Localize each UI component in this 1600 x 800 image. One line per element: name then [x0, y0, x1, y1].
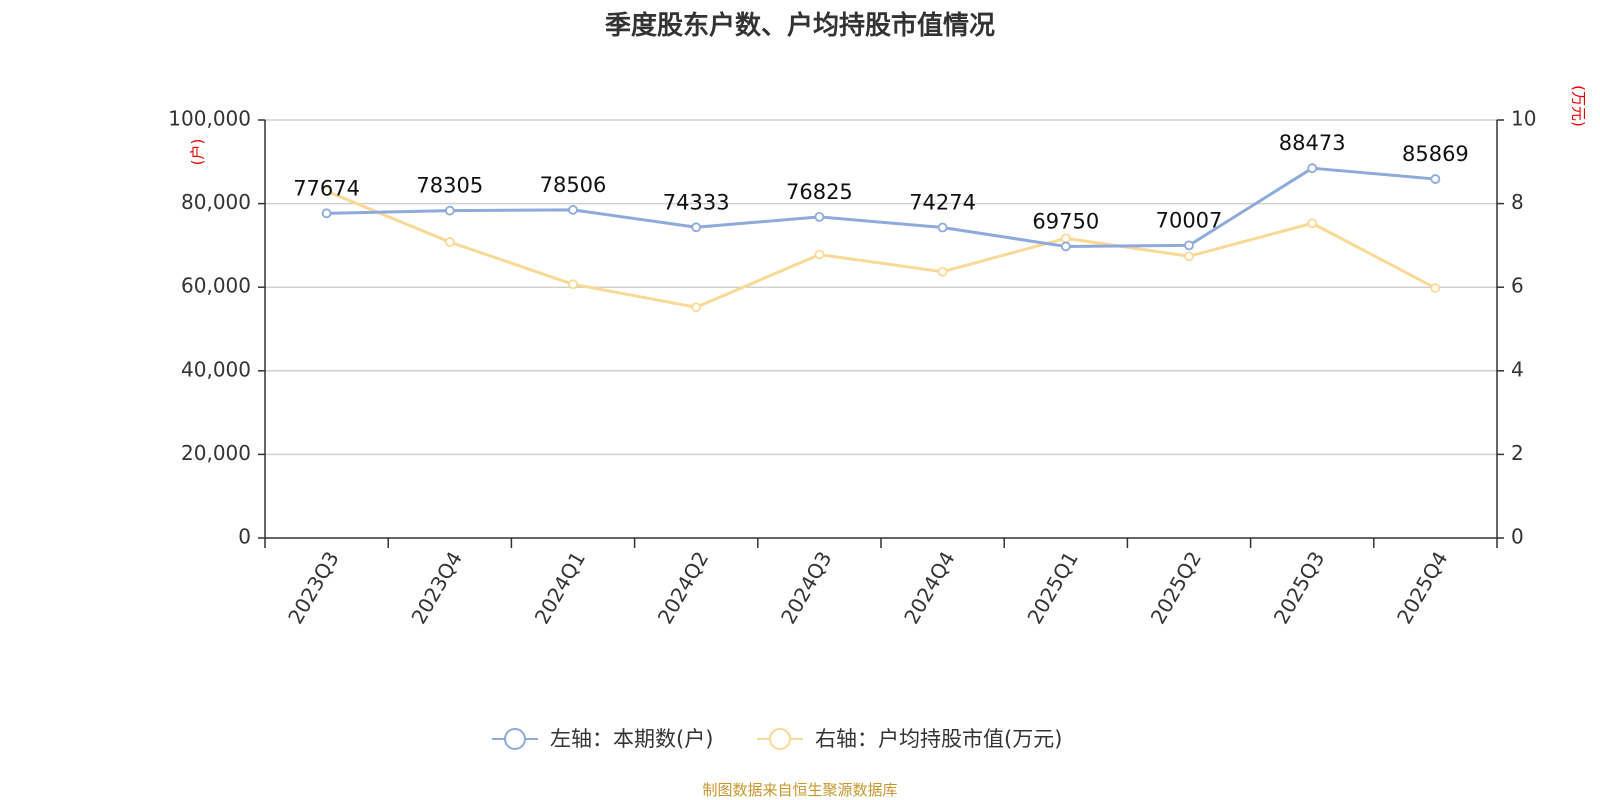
x-tick-label: 2025Q2: [1146, 547, 1206, 628]
series-point-right[interactable]: [321, 186, 332, 196]
series-point-left[interactable]: [321, 208, 332, 219]
chart-title: 季度股东户数、户均持股市值情况: [605, 10, 995, 41]
series-point-right[interactable]: [1307, 218, 1318, 229]
series-point-left[interactable]: [1307, 163, 1318, 174]
series-point-left[interactable]: [1184, 240, 1194, 251]
series-point-left[interactable]: [444, 205, 455, 216]
data-label: 76825: [786, 180, 853, 204]
left-tick-label: 40,000: [181, 357, 251, 381]
grid-lines: [265, 119, 1497, 456]
x-tick-label: 2023Q4: [406, 547, 466, 628]
legend-item-left[interactable]: 左轴：本期数(户): [492, 727, 713, 751]
series-line-left: [326, 166, 1436, 248]
right-tick-label: 4: [1511, 357, 1524, 381]
series-point-right[interactable]: [568, 279, 578, 290]
series-point-right[interactable]: [1060, 233, 1071, 244]
legend-label-left: 左轴：本期数(户): [550, 727, 713, 751]
legend-marker-right-icon: [769, 728, 791, 750]
x-tick-label: 2025Q4: [1392, 547, 1452, 628]
data-label: 78305: [416, 174, 483, 198]
right-tick-label: 6: [1511, 274, 1524, 298]
series-point-right[interactable]: [1430, 283, 1441, 293]
legend-marker-left-icon: [504, 728, 526, 750]
data-label: 74333: [663, 190, 730, 214]
series-point-right[interactable]: [814, 249, 825, 260]
right-tick-label: 8: [1511, 190, 1524, 214]
series-point-left[interactable]: [937, 222, 948, 233]
data-label: 85869: [1402, 142, 1469, 166]
series-point-left[interactable]: [1430, 174, 1441, 184]
series-layer: [321, 163, 1441, 313]
series-point-left[interactable]: [1060, 241, 1071, 252]
data-label: 69750: [1032, 209, 1099, 233]
series-point-right[interactable]: [444, 237, 455, 247]
legend-item-right[interactable]: 右轴：户均持股市值(万元): [757, 727, 1062, 751]
series-point-right[interactable]: [691, 302, 702, 313]
source-note: 制图数据来自恒生聚源数据库: [702, 781, 897, 799]
x-tick-label: 2024Q1: [530, 547, 590, 628]
x-tick-label: 2025Q3: [1269, 547, 1329, 628]
data-label: 74274: [909, 191, 976, 215]
legend: 左轴：本期数(户) 右轴：户均持股市值(万元): [492, 727, 1062, 751]
x-tick-label: 2024Q4: [899, 547, 959, 628]
series-point-left[interactable]: [568, 204, 578, 215]
legend-label-right: 右轴：户均持股市值(万元): [815, 727, 1062, 751]
series-point-left[interactable]: [814, 211, 825, 222]
data-label: 88473: [1279, 131, 1346, 155]
right-tick-label: 0: [1511, 525, 1524, 549]
data-label: 78506: [540, 173, 607, 197]
left-tick-label: 20,000: [181, 441, 251, 465]
left-tick-label: 100,000: [168, 107, 251, 131]
data-label: 77674: [293, 176, 360, 200]
x-tick-label: 2023Q3: [283, 547, 343, 628]
left-axis-unit: (户): [189, 139, 207, 166]
right-tick-label: 2: [1511, 441, 1524, 465]
x-tick-label: 2024Q2: [653, 547, 713, 628]
left-tick-label: 60,000: [181, 274, 251, 298]
series-point-left[interactable]: [691, 222, 702, 233]
right-axis-unit: (万元): [1570, 85, 1588, 127]
data-label: 70007: [1156, 208, 1223, 232]
data-labels: 77674 78305 78506 74333 76825 74274 69750 70007…: [293, 131, 1469, 233]
right-tick-label: 10: [1511, 107, 1536, 131]
series-point-right[interactable]: [1184, 251, 1194, 262]
series-line-right: [326, 189, 1437, 309]
x-tick-label: 2025Q1: [1022, 547, 1082, 628]
x-tick-label: 2024Q3: [776, 547, 836, 628]
left-tick-label: 0: [238, 525, 251, 549]
left-tick-label: 80,000: [181, 190, 251, 214]
series-point-right[interactable]: [937, 266, 948, 277]
